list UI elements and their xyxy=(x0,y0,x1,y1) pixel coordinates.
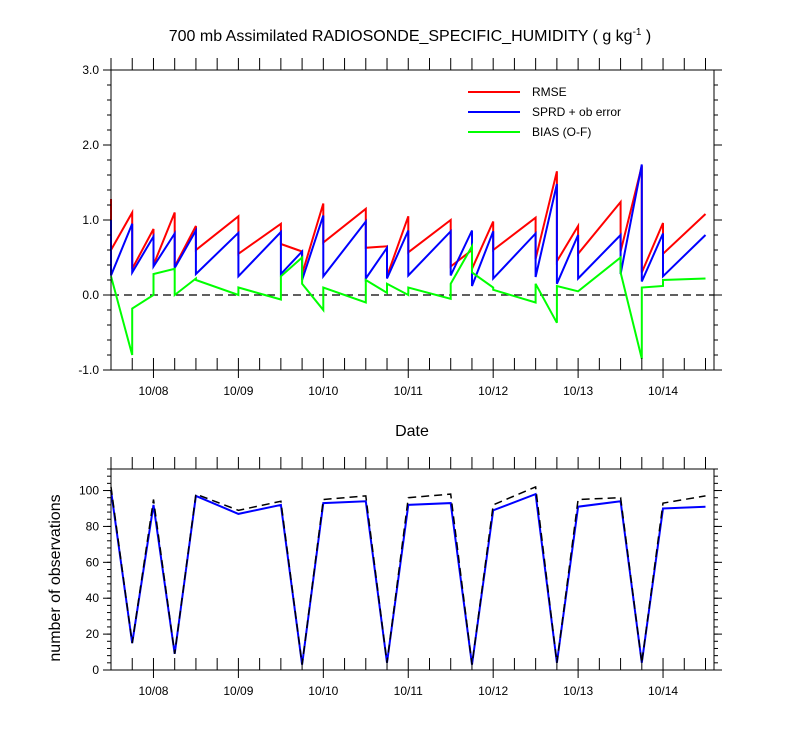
bottom-ytick-label: 60 xyxy=(86,555,100,569)
bottom-xtick-label: 10/11 xyxy=(394,684,423,698)
top-xtick-label: 10/10 xyxy=(308,384,338,398)
top-plot-area: -1.0 0.0 1.0 2.0 3.0 10/08 10/09 10/10 10/11 10/1… xyxy=(78,58,722,398)
bottom-plot-area: 0 20 40 60 80 100 10/08 10/09 10/10 10/11 10/12 10/… xyxy=(79,457,722,698)
bottom-ytick-label: 0 xyxy=(92,663,99,677)
top-ytick-label: 2.0 xyxy=(82,138,99,152)
legend-label-0: RMSE xyxy=(532,85,567,99)
legend: RMSE SPRD + ob error BIAS (O-F) xyxy=(468,85,621,139)
bottom-ytick-label: 20 xyxy=(86,627,100,641)
legend-label-1: SPRD + ob error xyxy=(532,105,621,119)
chart-title-end: ) xyxy=(641,28,651,45)
bottom-series-0 xyxy=(110,490,706,665)
bottom-xtick-label: 10/12 xyxy=(478,684,508,698)
bottom-xtick-label: 10/10 xyxy=(308,684,338,698)
chart-title: 700 mb Assimilated RADIOSONDE_SPECIFIC_H… xyxy=(169,27,652,45)
top-plot-frame xyxy=(110,69,715,371)
top-xtick-label: 10/12 xyxy=(478,384,508,398)
top-xtick-label: 10/14 xyxy=(648,384,678,398)
top-ytick-label: 3.0 xyxy=(82,63,99,77)
bottom-ytick-label: 40 xyxy=(86,591,100,605)
bottom-series-1 xyxy=(110,485,706,665)
top-xaxis-title: Date xyxy=(395,423,429,440)
bottom-xtick-label: 10/09 xyxy=(223,684,253,698)
top-series-2 xyxy=(110,242,706,360)
bottom-ytick-label: 80 xyxy=(86,519,100,533)
top-xtick-label: 10/11 xyxy=(394,384,423,398)
top-ytick-label: 1.0 xyxy=(82,213,99,227)
top-ytick-label: 0.0 xyxy=(82,288,99,302)
chart-title-main: 700 mb Assimilated RADIOSONDE_SPECIFIC_H… xyxy=(169,28,633,45)
bottom-xtick-label: 10/08 xyxy=(138,684,168,698)
legend-label-2: BIAS (O-F) xyxy=(532,125,591,139)
bottom-yaxis-title: number of observations xyxy=(47,494,64,661)
top-ytick-label: -1.0 xyxy=(78,363,99,377)
bottom-ytick-label: 100 xyxy=(79,484,99,498)
chart-title-sup: -1 xyxy=(633,27,642,38)
top-xtick-label: 10/09 xyxy=(223,384,253,398)
top-xtick-label: 10/08 xyxy=(138,384,168,398)
bottom-xtick-label: 10/14 xyxy=(648,684,678,698)
bottom-xtick-label: 10/13 xyxy=(563,684,593,698)
top-xtick-label: 10/13 xyxy=(563,384,593,398)
